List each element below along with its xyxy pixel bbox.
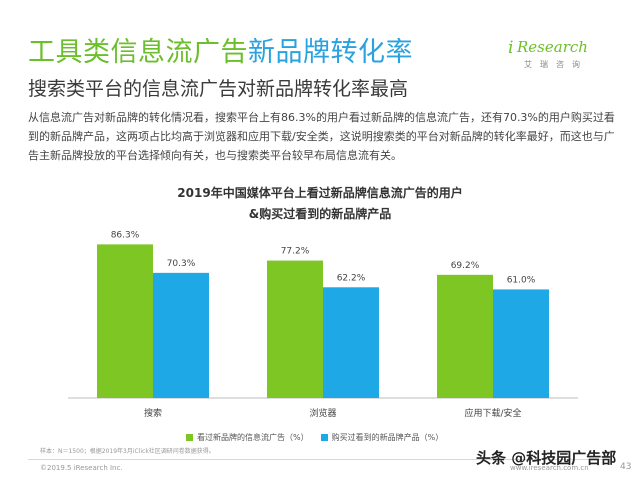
category-label-2: 应用下载/安全	[464, 407, 521, 419]
legend-label-purchased: 购买过看到的新品牌产品（%）	[331, 433, 444, 442]
bar-viewed-0	[97, 244, 153, 398]
legend-swatch-viewed	[186, 434, 193, 441]
bar-purchased-1	[323, 287, 379, 398]
data-label-viewed-0: 86.3%	[111, 230, 140, 240]
data-label-purchased-1: 62.2%	[337, 273, 366, 283]
logo-subtitle: 艾瑞咨询	[524, 60, 588, 69]
bar-viewed-2	[437, 274, 493, 398]
page-number: 43	[620, 462, 632, 472]
category-label-1: 浏览器	[309, 407, 336, 419]
legend-label-viewed: 看过新品牌的信息流广告（%）	[197, 433, 309, 442]
bar-purchased-2	[493, 289, 549, 398]
category-label-0: 搜索	[144, 407, 162, 419]
legend-item-viewed: 看过新品牌的信息流广告（%）	[186, 432, 309, 443]
logo-i: i	[508, 38, 514, 58]
title-part-1: 工具类信息流广告	[28, 37, 248, 68]
data-label-purchased-2: 61.0%	[507, 275, 536, 285]
intro-paragraph: 从信息流广告对新品牌的转化情况看，搜索平台上有86.3%的用户看过新品牌的信息流…	[28, 111, 615, 162]
page-subtitle: 搜索类平台的信息流广告对新品牌转化率最高	[28, 78, 409, 100]
watermark: 头条 @科技园广告部	[476, 449, 617, 467]
data-label-viewed-1: 77.2%	[281, 247, 310, 257]
legend-item-purchased: 购买过看到的新品牌产品（%）	[320, 432, 444, 443]
bar-purchased-0	[153, 272, 209, 398]
chart-subtitle: &购买过看到的新品牌产品	[248, 207, 392, 221]
legend-swatch-purchased	[320, 434, 328, 441]
title-part-2: 新品牌转化率	[248, 37, 413, 68]
data-label-purchased-0: 70.3%	[167, 259, 196, 269]
iresearch-logo: i Research 艾瑞咨询	[508, 36, 600, 76]
website: www.iresearch.com.cn	[510, 464, 589, 472]
page-title: 工具类信息流广告新品牌转化率	[28, 30, 413, 69]
bar-viewed-1	[267, 260, 323, 398]
data-label-viewed-2: 69.2%	[451, 261, 480, 271]
logo-research: Research	[517, 38, 588, 56]
copyright: ©2019.5 iResearch Inc.	[40, 464, 123, 472]
sample-note: 样本：N＝1500；根据2019年3月iClick社区调研问卷数据获得。	[40, 448, 215, 455]
chart-legend: 看过新品牌的信息流广告（%） 购买过看到的新品牌产品（%）	[186, 432, 455, 443]
chart-title: 2019年中国媒体平台上看过新品牌信息流广告的用户	[177, 186, 463, 200]
footer-divider	[28, 459, 612, 460]
